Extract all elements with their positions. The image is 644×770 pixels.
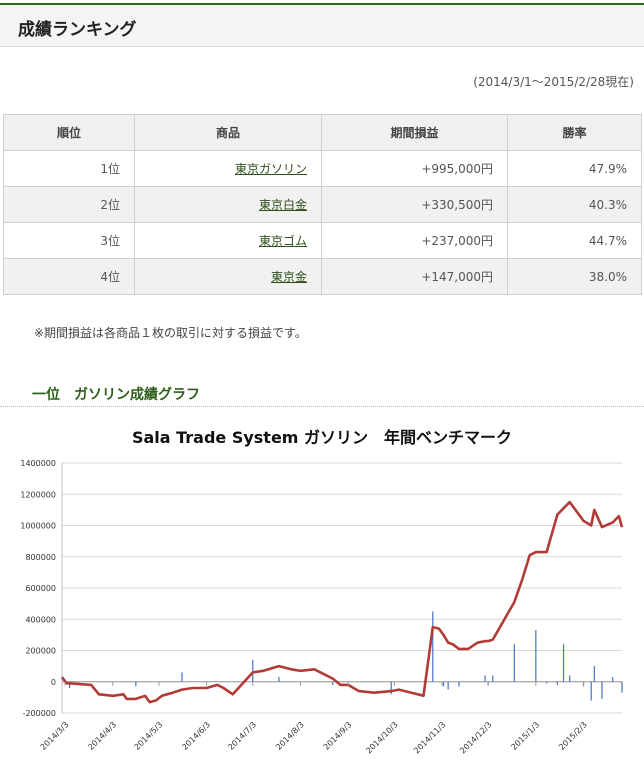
daily-bar — [513, 644, 515, 682]
y-tick-label: 1200000 — [20, 490, 56, 499]
x-tick-label: 2015/2/3 — [557, 720, 589, 752]
daily-bar — [458, 681, 460, 687]
y-tick-label: 1000000 — [20, 522, 56, 531]
daily-bar — [390, 681, 392, 695]
win-rate-cell: 38.0% — [507, 258, 642, 295]
y-axis: 1400000 1200000 1000000 800000 600000 400000 2… — [20, 459, 56, 718]
table-row: 1位 東京ガソリン +995,000円 47.9% — [3, 150, 642, 187]
win-rate-cell: 47.9% — [507, 150, 642, 187]
y-tick-label: 600000 — [25, 584, 56, 593]
daily-bars — [69, 611, 623, 701]
profit-cell: +237,000円 — [321, 222, 508, 259]
profit-cell: +995,000円 — [321, 150, 508, 187]
x-tick-label: 2014/11/3 — [412, 720, 447, 755]
profit-cell: +330,500円 — [321, 186, 508, 223]
period-text: (2014/3/1～2015/2/28現在) — [473, 75, 634, 89]
daily-bar — [332, 681, 334, 685]
rank-cell: 3位 — [3, 222, 135, 259]
profit-cell: +147,000円 — [321, 258, 508, 295]
x-tick-label: 2014/3/3 — [39, 720, 71, 752]
x-tick-label: 2014/4/3 — [86, 720, 118, 752]
daily-bar — [432, 611, 434, 682]
y-tick-label: 200000 — [25, 647, 56, 656]
rank-cell: 1位 — [3, 150, 135, 187]
rank-cell: 4位 — [3, 258, 135, 295]
table-header-row: 順位 商品 期間損益 勝率 — [3, 114, 642, 151]
y-tick-label: 800000 — [25, 553, 56, 562]
section-divider — [0, 406, 644, 407]
x-tick-label: 2014/10/3 — [364, 720, 399, 755]
y-tick-label: -200000 — [23, 709, 56, 718]
daily-bar — [181, 672, 183, 682]
rank-cell: 2位 — [3, 186, 135, 223]
y-tick-label: 0 — [51, 678, 56, 687]
column-header-product: 商品 — [134, 114, 322, 151]
y-tick-label: 400000 — [25, 615, 56, 624]
daily-bar — [535, 630, 537, 682]
column-header-rank: 順位 — [3, 114, 135, 151]
x-tick-label: 2015/1/3 — [509, 720, 541, 752]
daily-bar — [442, 681, 445, 687]
daily-bar — [601, 681, 603, 699]
x-tick-label: 2014/6/3 — [180, 720, 212, 752]
product-link[interactable]: 東京ガソリン — [234, 162, 307, 176]
column-header-profit: 期間損益 — [321, 114, 508, 151]
y-tick-label: 1400000 — [20, 459, 56, 468]
ranking-table: 順位 商品 期間損益 勝率 1位 東京ガソリン +995,000円 47.9% … — [3, 114, 642, 295]
x-tick-label: 2014/5/3 — [133, 720, 165, 752]
daily-bar — [590, 681, 592, 701]
page-header: 成績ランキング — [0, 3, 644, 47]
x-axis: 2014/3/3 2014/4/3 2014/5/3 2014/6/3 2014/7/3… — [39, 681, 589, 755]
daily-bar — [562, 644, 565, 682]
daily-bar — [252, 659, 254, 682]
daily-bar — [492, 675, 494, 682]
cumulative-line — [60, 500, 624, 704]
column-header-win-rate: 勝率 — [507, 114, 642, 151]
table-row: 2位 東京白金 +330,500円 40.3% — [3, 186, 642, 223]
product-link[interactable]: 東京ゴム — [258, 234, 307, 248]
page-title: 成績ランキング — [18, 20, 137, 40]
daily-bar — [612, 677, 614, 682]
table-row: 3位 東京ゴム +237,000円 44.7% — [3, 222, 642, 259]
daily-bar — [621, 681, 623, 693]
product-link[interactable]: 東京白金 — [258, 198, 307, 212]
x-tick-label: 2014/7/3 — [226, 720, 258, 752]
daily-bar — [546, 681, 548, 684]
win-rate-cell: 40.3% — [507, 186, 642, 223]
win-rate-cell: 44.7% — [507, 222, 642, 259]
chart-grid — [61, 462, 622, 714]
product-link[interactable]: 東京金 — [270, 270, 307, 284]
profit-note: ※期間損益は各商品１枚の取引に対する損益です。 — [34, 326, 307, 340]
benchmark-chart: Sala Trade System ガソリン 年間ベンチマーク 14000001… — [20, 428, 624, 755]
chart-title: Sala Trade System ガソリン 年間ベンチマーク — [132, 428, 512, 447]
daily-bar — [569, 675, 571, 682]
x-tick-label: 2014/9/3 — [322, 720, 354, 752]
daily-bar — [69, 681, 71, 688]
x-tick-label: 2014/8/3 — [274, 720, 306, 752]
daily-bar — [135, 681, 137, 687]
daily-bar — [447, 681, 449, 690]
cumulative-line-path — [60, 500, 624, 704]
daily-bar — [278, 677, 280, 682]
daily-bar — [556, 681, 558, 685]
table-row: 4位 東京金 +147,000円 38.0% — [3, 258, 642, 295]
x-tick-label: 2014/12/3 — [458, 720, 493, 755]
daily-bar — [484, 675, 486, 682]
daily-bar — [593, 666, 595, 682]
section-title: 一位 ガソリン成績グラフ — [32, 387, 200, 403]
